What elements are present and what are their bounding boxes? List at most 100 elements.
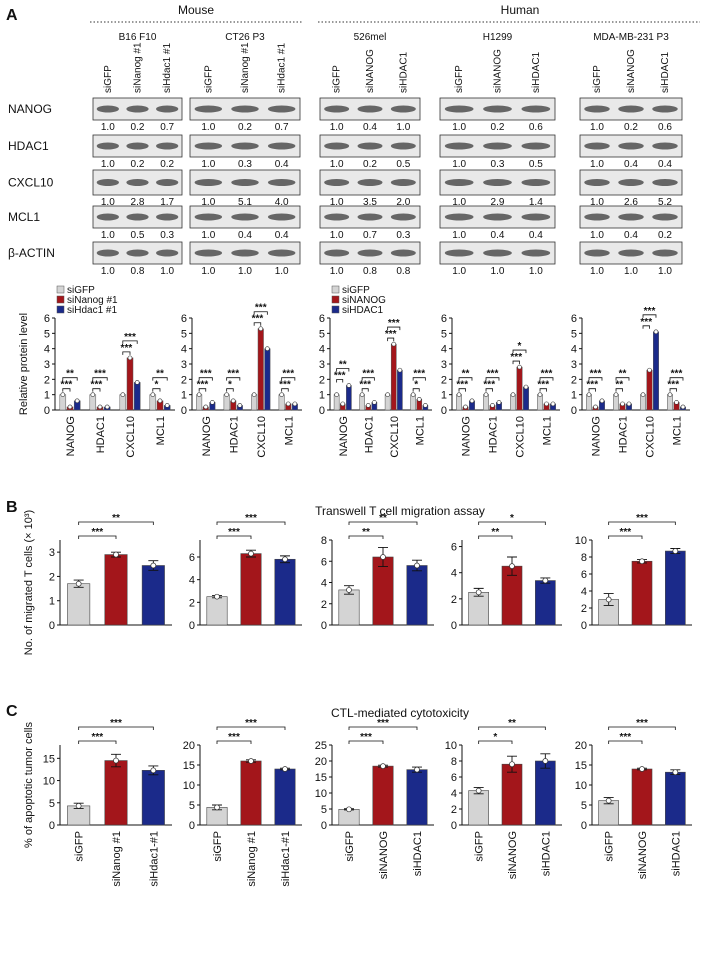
quant-label: 0.4 [491,230,505,241]
sig-bracket [412,388,420,392]
y-tick-label: 0 [321,820,327,832]
bar-dot [667,392,673,397]
bar-dot [463,404,468,410]
lane-label: siNANOG [493,49,504,93]
band [357,249,383,257]
bar [631,768,653,826]
bar-dot [60,392,66,397]
bar-dot [237,403,243,408]
x-tick-label: NANOG [338,416,350,456]
sig-label: *** [334,370,346,381]
sig-label: *** [282,369,294,380]
sig-label: *** [227,369,239,380]
sig-bracket [387,337,395,342]
sig-bracket [588,377,603,381]
band [231,213,259,221]
sig-bracket [669,388,677,392]
bar-dot [265,346,270,351]
sig-bracket [608,726,676,730]
band [444,249,474,257]
row-label: CXCL10 [8,176,54,190]
y-tick-label: 0 [451,620,457,632]
sig-bracket [253,322,262,326]
lane-label: siGFP [332,65,343,93]
sig-label: *** [362,369,374,380]
y-tick-label: 0 [44,405,50,417]
x-tick-label: HDAC1 [488,416,500,453]
quant-label: 0.8 [396,266,410,277]
sig-label: * [414,380,418,391]
lane-label: siGFP [103,65,114,93]
sig-bracket [642,314,657,318]
sig-label: *** [377,718,389,729]
x-tick-label: NANOG [591,416,603,456]
sig-bracket [122,351,131,355]
bar-dot [639,766,645,772]
sig-label: *** [590,369,602,380]
bar-dot [599,398,605,404]
quant-label: 1.0 [201,159,215,170]
band [194,179,223,186]
sig-bracket [588,388,596,392]
sig-label: * [493,732,497,743]
quant-label: 1.0 [590,159,604,170]
x-tick-label: MCL1 [283,416,295,445]
quant-label: 1.7 [160,197,174,208]
bar-dot [365,403,371,408]
quant-label: 1.0 [452,266,466,277]
bar-dot [639,558,645,565]
sig-bracket [152,377,168,381]
y-tick-label: 3 [181,359,187,371]
y-tick-label: 4 [581,586,587,598]
quant-label: 1.0 [330,197,344,208]
y-tick-label: 5 [321,804,327,816]
lane-label: siGFP [592,65,603,93]
sig-label: *** [413,369,425,380]
y-tick-label: 3 [441,359,447,371]
quant-label: 2.8 [131,197,145,208]
x-tick-label: siHDAC1 [412,831,424,876]
band [96,142,119,150]
y-tick-label: 10 [575,535,587,547]
band [390,179,416,186]
x-tick-label: siGFP [604,831,616,862]
bar-dot [626,401,632,407]
band [357,142,383,150]
sig-label: *** [121,343,133,354]
sig-label: *** [636,513,648,524]
sig-bracket [216,521,286,525]
sig-label: ** [619,369,627,380]
quant-label: 1.0 [452,159,466,170]
band [521,249,551,257]
y-tick-label: 5 [189,800,195,812]
x-tick-label: NANOG [461,416,473,456]
y-tick-label: 0 [319,405,325,417]
bar-dot [496,400,502,405]
y-tick-label: 4 [44,344,50,356]
band [357,213,383,221]
band [324,142,350,150]
lane-label: siHdac1 #1 [277,43,288,93]
sig-label: *** [619,732,631,743]
quant-label: 0.4 [275,159,289,170]
band [156,179,179,186]
bar [274,558,296,626]
legend-label: siNANOG [342,295,386,306]
y-tick-label: 15 [43,753,55,765]
quant-label: 1.0 [491,266,505,277]
y-tick-label: 0 [49,820,55,832]
quant-label: 0.3 [238,159,252,170]
quant-label: 0.3 [396,230,410,241]
y-tick-label: 6 [321,556,327,568]
y-axis-label: % of apoptotic tumor cells [23,722,35,848]
bar-dot [150,392,156,397]
quant-label: 0.7 [160,122,174,133]
y-tick-label: 6 [441,313,447,325]
quant-label: 1.0 [590,197,604,208]
band [96,105,119,113]
band [194,213,223,221]
sig-bracket [412,377,426,381]
quant-label: 0.7 [275,122,289,133]
bar-dot [282,556,288,563]
